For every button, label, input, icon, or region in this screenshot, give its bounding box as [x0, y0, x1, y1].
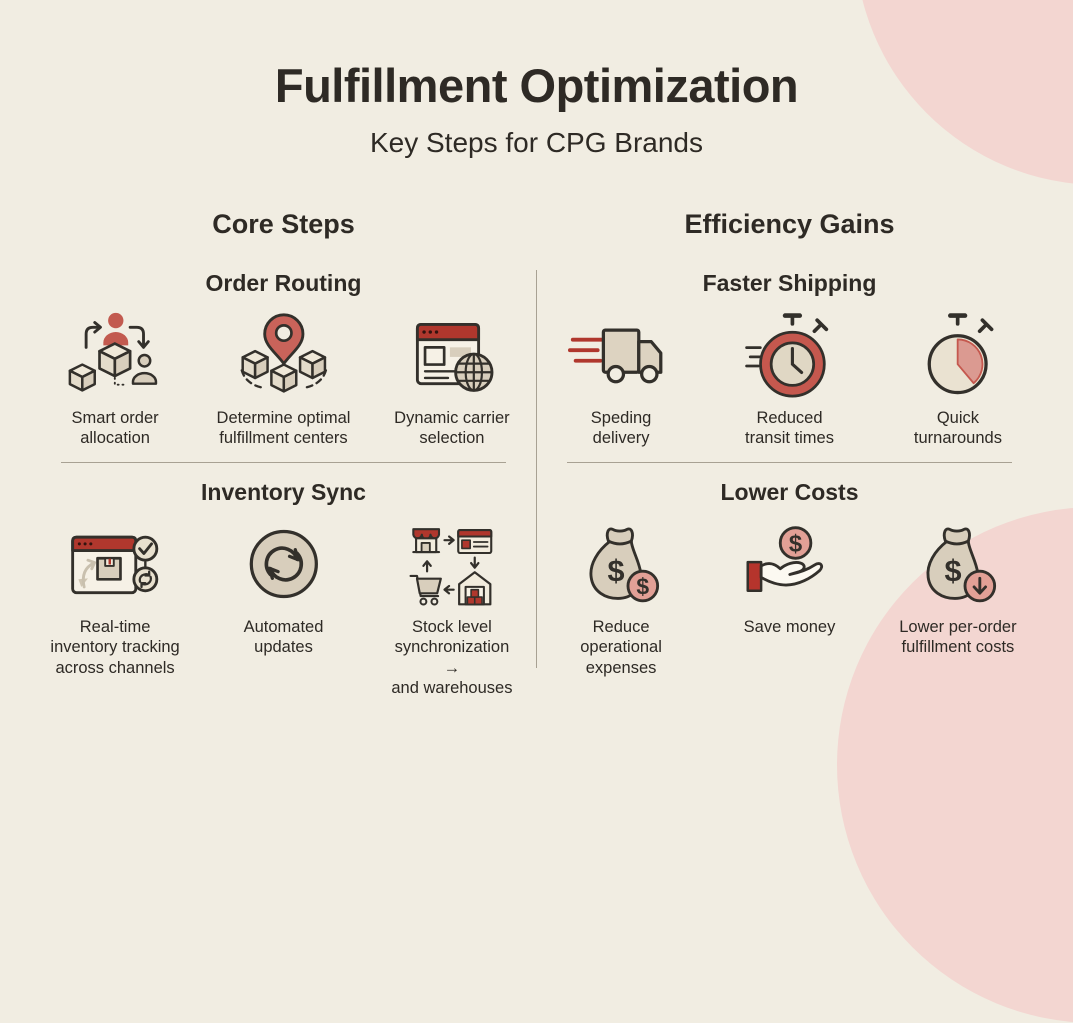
smart-order-allocation-icon: [67, 310, 163, 400]
list-item: Speding delivery: [537, 310, 705, 448]
list-item: Quick turnarounds: [874, 310, 1042, 448]
list-item: Real-time inventory tracking across chan…: [31, 519, 199, 677]
item-label: Real-time inventory tracking across chan…: [50, 618, 180, 677]
item-label: Automated updates: [243, 618, 324, 657]
item-label: Speding delivery: [590, 409, 652, 448]
hand-coin-icon: $: [742, 519, 838, 609]
stopwatch-pie-icon: [910, 310, 1005, 400]
horizontal-divider: [61, 462, 506, 464]
item-label: Lower per-order fulfillment costs: [899, 618, 1017, 657]
money-bag-coin-icon: $ $: [573, 519, 669, 609]
list-item: Stock level synchronization → and wareho…: [368, 519, 536, 698]
item-label: Determine optimal fulfillment centers: [216, 409, 351, 448]
svg-text:$: $: [789, 531, 802, 558]
fulfillment-centers-pin-icon: [236, 310, 332, 400]
section-title: Order Routing: [205, 270, 362, 296]
section-title: Faster Shipping: [702, 270, 877, 296]
list-item: Automated updates: [199, 519, 367, 657]
list-item: $ Save money: [705, 519, 873, 637]
section-lower-costs: Lower Costs $ $ Reduce operational expen…: [537, 477, 1042, 677]
item-label: Dynamic carrier selection: [394, 409, 510, 448]
list-item: $ $ Reduce operational expenses: [537, 519, 705, 677]
section-faster-shipping: Faster Shipping Spedi: [537, 268, 1042, 464]
svg-text:$: $: [945, 554, 962, 588]
list-item: Determine optimal fulfillment centers: [199, 310, 367, 448]
stopwatch-speed-icon: [742, 310, 837, 400]
column-core-steps: Core Steps Order Routing: [31, 208, 536, 698]
section-title: Lower Costs: [720, 479, 859, 506]
list-item: Smart order allocation: [31, 310, 199, 448]
item-label: Reduced transit times: [745, 409, 834, 448]
item-label: Reduce operational expenses: [580, 618, 662, 677]
money-bag-down-icon: $: [910, 519, 1006, 609]
column-efficiency-gains: Efficiency Gains Faster Shipping: [537, 208, 1042, 678]
section-title: Inventory Sync: [201, 479, 366, 506]
svg-text:$: $: [637, 574, 650, 600]
list-item: $ Lower per-order fulfillment costs: [874, 519, 1042, 657]
stock-sync-cycle-icon: [406, 519, 498, 609]
page-title: Fulfillment Optimization: [274, 59, 799, 112]
list-item: Reduced transit times: [705, 310, 873, 448]
speeding-truck-icon: [567, 310, 675, 400]
automated-updates-sync-icon: [236, 519, 332, 609]
list-item: Dynamic carrier selection: [368, 310, 536, 448]
column-title: Efficiency Gains: [684, 209, 895, 239]
item-label: Stock level synchronization → and wareho…: [391, 618, 513, 697]
realtime-tracking-icon: [65, 519, 164, 609]
column-title: Core Steps: [212, 209, 355, 239]
section-order-routing: Order Routing: [31, 268, 536, 464]
item-label: Quick turnarounds: [913, 409, 1002, 448]
carrier-selection-globe-icon: [404, 310, 500, 400]
item-label: Save money: [743, 618, 836, 637]
vertical-divider: [536, 270, 537, 668]
section-inventory-sync: Inventory Sync: [31, 477, 536, 698]
horizontal-divider: [567, 462, 1012, 464]
svg-text:$: $: [608, 554, 625, 588]
page-subtitle: Key Steps for CPG Brands: [369, 127, 704, 158]
item-label: Smart order allocation: [71, 409, 159, 448]
